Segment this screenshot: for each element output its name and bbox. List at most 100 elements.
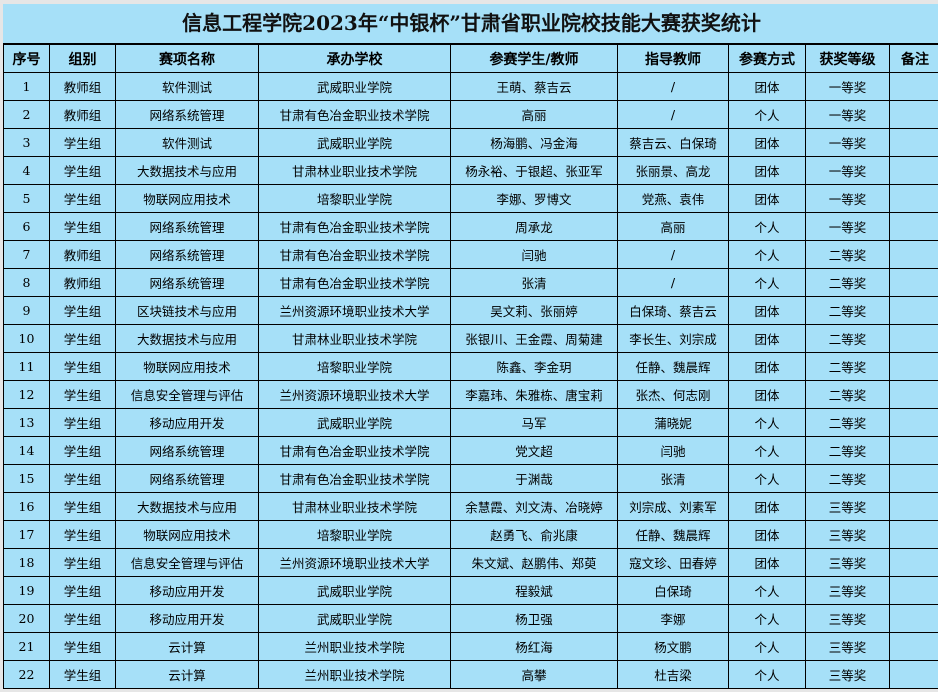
cell-award-level[interactable]: 二等奖 <box>805 296 890 325</box>
cell-group[interactable]: 学生组 <box>49 492 116 521</box>
cell-index[interactable]: 6 <box>3 212 50 241</box>
cell-remarks[interactable] <box>889 436 938 465</box>
cell-event[interactable]: 网络系统管理 <box>115 240 259 269</box>
cell-host-school[interactable]: 甘肃有色冶金职业技术学院 <box>258 464 451 493</box>
cell-event[interactable]: 大数据技术与应用 <box>115 492 259 521</box>
cell-award-level[interactable]: 一等奖 <box>805 128 890 157</box>
header-col-group[interactable]: 组别 <box>49 44 116 73</box>
header-col-participants[interactable]: 参赛学生/教师 <box>450 44 618 73</box>
cell-participants[interactable]: 马军 <box>450 408 618 437</box>
cell-advisor[interactable]: 闫驰 <box>617 436 729 465</box>
cell-advisor[interactable]: 张丽景、高龙 <box>617 156 729 185</box>
cell-mode[interactable]: 团体 <box>728 72 806 101</box>
cell-index[interactable]: 22 <box>3 660 50 689</box>
cell-advisor[interactable]: 张清 <box>617 464 729 493</box>
cell-mode[interactable]: 团体 <box>728 520 806 549</box>
cell-index[interactable]: 17 <box>3 520 50 549</box>
cell-award-level[interactable]: 二等奖 <box>805 268 890 297</box>
cell-mode[interactable]: 个人 <box>728 212 806 241</box>
cell-host-school[interactable]: 甘肃有色冶金职业技术学院 <box>258 436 451 465</box>
cell-mode[interactable]: 个人 <box>728 604 806 633</box>
cell-mode[interactable]: 团体 <box>728 324 806 353</box>
cell-participants[interactable]: 于渊哉 <box>450 464 618 493</box>
cell-mode[interactable]: 团体 <box>728 492 806 521</box>
cell-group[interactable]: 学生组 <box>49 380 116 409</box>
cell-award-level[interactable]: 三等奖 <box>805 632 890 661</box>
cell-award-level[interactable]: 三等奖 <box>805 604 890 633</box>
cell-host-school[interactable]: 武威职业学院 <box>258 576 451 605</box>
cell-group[interactable]: 学生组 <box>49 408 116 437</box>
cell-participants[interactable]: 闫驰 <box>450 240 618 269</box>
cell-advisor[interactable]: 党燕、袁伟 <box>617 184 729 213</box>
header-col-host-school[interactable]: 承办学校 <box>258 44 451 73</box>
cell-mode[interactable]: 个人 <box>728 100 806 129</box>
cell-advisor[interactable]: / <box>617 268 729 297</box>
cell-event[interactable]: 大数据技术与应用 <box>115 324 259 353</box>
cell-group[interactable]: 学生组 <box>49 548 116 577</box>
cell-remarks[interactable] <box>889 660 938 689</box>
cell-index[interactable]: 19 <box>3 576 50 605</box>
cell-group[interactable]: 学生组 <box>49 632 116 661</box>
cell-index[interactable]: 8 <box>3 268 50 297</box>
cell-group[interactable]: 学生组 <box>49 296 116 325</box>
cell-advisor[interactable]: 白保琦 <box>617 576 729 605</box>
cell-mode[interactable]: 团体 <box>728 156 806 185</box>
cell-index[interactable]: 9 <box>3 296 50 325</box>
cell-index[interactable]: 20 <box>3 604 50 633</box>
cell-award-level[interactable]: 一等奖 <box>805 184 890 213</box>
cell-award-level[interactable]: 三等奖 <box>805 492 890 521</box>
header-col-mode[interactable]: 参赛方式 <box>728 44 806 73</box>
cell-host-school[interactable]: 甘肃有色冶金职业技术学院 <box>258 100 451 129</box>
cell-index[interactable]: 13 <box>3 408 50 437</box>
cell-award-level[interactable]: 二等奖 <box>805 436 890 465</box>
cell-advisor[interactable]: 白保琦、蔡吉云 <box>617 296 729 325</box>
cell-host-school[interactable]: 武威职业学院 <box>258 72 451 101</box>
cell-group[interactable]: 学生组 <box>49 156 116 185</box>
cell-event[interactable]: 移动应用开发 <box>115 576 259 605</box>
cell-group[interactable]: 学生组 <box>49 660 116 689</box>
cell-event[interactable]: 信息安全管理与评估 <box>115 548 259 577</box>
cell-index[interactable]: 7 <box>3 240 50 269</box>
cell-participants[interactable]: 朱文斌、赵鹏伟、郑萸 <box>450 548 618 577</box>
header-col-remarks[interactable]: 备注 <box>889 44 938 73</box>
cell-participants[interactable]: 李娜、罗博文 <box>450 184 618 213</box>
cell-participants[interactable]: 周承龙 <box>450 212 618 241</box>
cell-index[interactable]: 12 <box>3 380 50 409</box>
cell-award-level[interactable]: 一等奖 <box>805 72 890 101</box>
cell-event[interactable]: 区块链技术与应用 <box>115 296 259 325</box>
cell-mode[interactable]: 团体 <box>728 128 806 157</box>
cell-advisor[interactable]: 杨文鹏 <box>617 632 729 661</box>
cell-mode[interactable]: 个人 <box>728 576 806 605</box>
cell-participants[interactable]: 王萌、蔡吉云 <box>450 72 618 101</box>
cell-participants[interactable]: 吴文莉、张丽婷 <box>450 296 618 325</box>
cell-advisor[interactable]: 蔡吉云、白保琦 <box>617 128 729 157</box>
cell-remarks[interactable] <box>889 296 938 325</box>
cell-index[interactable]: 2 <box>3 100 50 129</box>
cell-event[interactable]: 大数据技术与应用 <box>115 156 259 185</box>
cell-participants[interactable]: 程毅斌 <box>450 576 618 605</box>
cell-group[interactable]: 学生组 <box>49 436 116 465</box>
cell-host-school[interactable]: 兰州职业技术学院 <box>258 632 451 661</box>
cell-host-school[interactable]: 甘肃林业职业技术学院 <box>258 324 451 353</box>
cell-event[interactable]: 网络系统管理 <box>115 100 259 129</box>
cell-group[interactable]: 学生组 <box>49 604 116 633</box>
cell-participants[interactable]: 高攀 <box>450 660 618 689</box>
cell-remarks[interactable] <box>889 604 938 633</box>
cell-group[interactable]: 教师组 <box>49 100 116 129</box>
header-col-event[interactable]: 赛项名称 <box>115 44 259 73</box>
cell-remarks[interactable] <box>889 324 938 353</box>
cell-remarks[interactable] <box>889 156 938 185</box>
cell-host-school[interactable]: 武威职业学院 <box>258 128 451 157</box>
cell-advisor[interactable]: 李娜 <box>617 604 729 633</box>
cell-mode[interactable]: 个人 <box>728 660 806 689</box>
cell-group[interactable]: 教师组 <box>49 268 116 297</box>
cell-group[interactable]: 学生组 <box>49 464 116 493</box>
cell-participants[interactable]: 余慧霞、刘文涛、冶晓婷 <box>450 492 618 521</box>
cell-remarks[interactable] <box>889 492 938 521</box>
cell-advisor[interactable]: 寇文珍、田春婷 <box>617 548 729 577</box>
cell-group[interactable]: 学生组 <box>49 352 116 381</box>
cell-index[interactable]: 10 <box>3 324 50 353</box>
cell-remarks[interactable] <box>889 380 938 409</box>
cell-host-school[interactable]: 武威职业学院 <box>258 408 451 437</box>
cell-host-school[interactable]: 甘肃林业职业技术学院 <box>258 492 451 521</box>
